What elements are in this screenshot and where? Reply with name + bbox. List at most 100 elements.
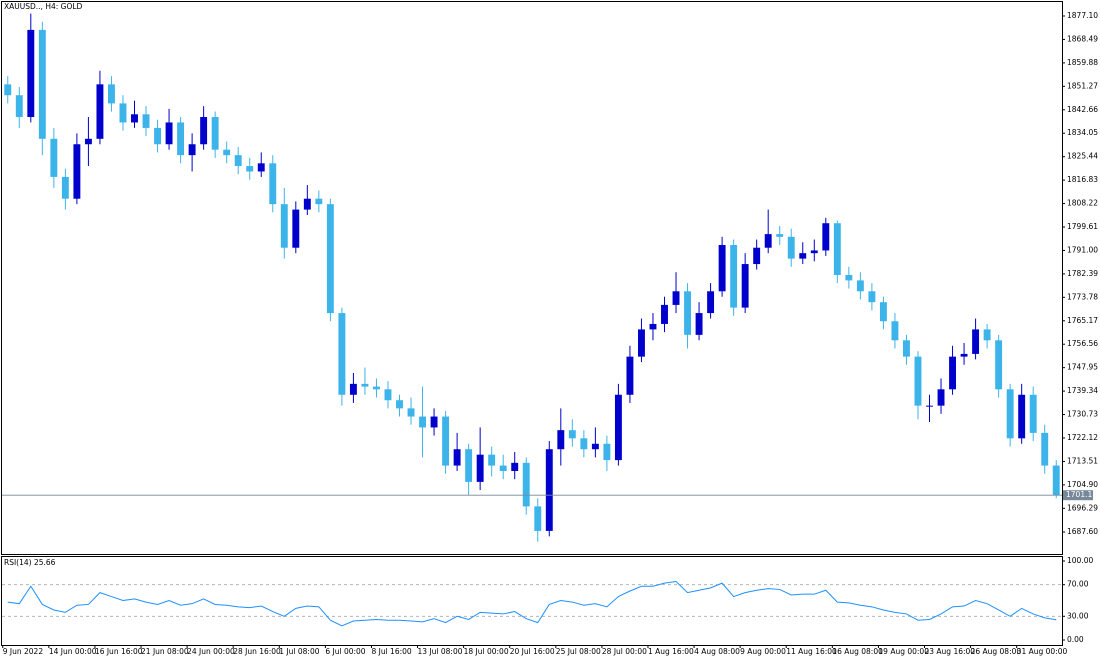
candle-body bbox=[534, 506, 542, 531]
x-tick-label: 31 Aug 00:00 bbox=[1017, 647, 1068, 656]
candle-body bbox=[361, 383, 369, 387]
y-tick-label: 1808.22 bbox=[1067, 199, 1098, 208]
candle-body bbox=[269, 163, 277, 205]
x-tick-label: 9 Jun 2022 bbox=[3, 647, 44, 656]
candle-body bbox=[603, 443, 611, 461]
candle-body bbox=[384, 389, 392, 401]
x-tick-label: 25 Jul 08:00 bbox=[556, 647, 601, 656]
candle-body bbox=[822, 223, 830, 251]
candle-body bbox=[465, 449, 473, 482]
rsi-line bbox=[7, 581, 1057, 627]
candle-body bbox=[38, 29, 46, 139]
candle-body bbox=[764, 234, 772, 248]
candle-body bbox=[856, 280, 864, 292]
candle-body bbox=[292, 209, 300, 248]
candle-body bbox=[73, 144, 81, 199]
candle-body bbox=[453, 449, 461, 466]
y-tick-label: 1730.73 bbox=[1067, 410, 1098, 419]
candle-body bbox=[234, 155, 242, 167]
candle-body bbox=[50, 138, 58, 177]
candle-body bbox=[937, 389, 945, 406]
candle-body bbox=[338, 313, 346, 395]
candle-body bbox=[1006, 389, 1014, 439]
candle-body bbox=[741, 264, 749, 308]
candle-body bbox=[545, 449, 553, 531]
y-tick-label: 1696.29 bbox=[1067, 503, 1098, 512]
candle-body bbox=[119, 103, 127, 123]
y-tick-label: 1722.12 bbox=[1067, 433, 1098, 442]
y-tick-label: 1773.78 bbox=[1067, 292, 1098, 301]
candle-body bbox=[61, 176, 69, 199]
candle-body bbox=[730, 244, 738, 308]
y-tick-label: 1825.44 bbox=[1067, 152, 1098, 161]
last-price-box bbox=[1063, 490, 1093, 501]
x-tick-label: 23 Aug 16:00 bbox=[925, 647, 976, 656]
candle-body bbox=[626, 356, 634, 395]
x-tick-label: 26 Aug 08:00 bbox=[971, 647, 1022, 656]
candle-body bbox=[914, 356, 922, 406]
y-tick-label: 1859.88 bbox=[1067, 58, 1098, 67]
rsi-panel bbox=[1, 556, 1063, 646]
rsi-title: RSI(14) 25.66 bbox=[4, 558, 56, 567]
candle-body bbox=[27, 29, 35, 118]
candle-body bbox=[799, 253, 807, 259]
candle-body bbox=[200, 117, 208, 145]
y-tick-label: 1713.51 bbox=[1067, 456, 1098, 465]
x-tick-label: 4 Aug 08:00 bbox=[694, 647, 740, 656]
candle-body bbox=[15, 95, 23, 118]
x-tick-label: 16 Aug 08:00 bbox=[832, 647, 883, 656]
candle-body bbox=[188, 144, 196, 156]
candle-body bbox=[223, 149, 231, 156]
candle-body bbox=[1029, 394, 1037, 433]
candle-body bbox=[499, 465, 507, 472]
y-tick-label: 1739.34 bbox=[1067, 386, 1098, 395]
candle-body bbox=[131, 114, 138, 123]
candle-body bbox=[591, 443, 599, 450]
x-tick-label: 21 Jun 08:00 bbox=[141, 647, 189, 656]
candle-body bbox=[649, 323, 657, 330]
candle-body bbox=[903, 340, 910, 357]
candle-body bbox=[926, 405, 933, 407]
candle-body bbox=[718, 244, 726, 292]
y-tick-label: 1747.95 bbox=[1067, 363, 1098, 372]
y-tick-label: 0.00 bbox=[1067, 635, 1084, 644]
candle-body bbox=[522, 462, 530, 507]
candle-body bbox=[315, 198, 323, 205]
x-tick-label: 13 Jul 08:00 bbox=[418, 647, 463, 656]
x-tick-label: 28 Jun 16:00 bbox=[233, 647, 281, 656]
y-tick-label: 1765.17 bbox=[1067, 316, 1098, 325]
y-tick-label: 1704.90 bbox=[1067, 480, 1098, 489]
y-tick-label: 1816.83 bbox=[1067, 175, 1098, 184]
candle-body bbox=[246, 166, 254, 172]
x-tick-label: 11 Aug 16:00 bbox=[786, 647, 837, 656]
candle-body bbox=[879, 302, 887, 322]
last-price-label: 1701.11 bbox=[1066, 490, 1097, 499]
y-tick-label: 1842.66 bbox=[1067, 105, 1098, 114]
x-tick-label: 18 Jul 00:00 bbox=[464, 647, 509, 656]
chart-title: XAUUSD.., H4: GOLD bbox=[4, 2, 83, 11]
y-tick-label: 30.00 bbox=[1067, 611, 1089, 620]
candle-body bbox=[949, 356, 956, 390]
candle-body bbox=[488, 454, 496, 466]
x-tick-label: 24 Jun 00:00 bbox=[187, 647, 235, 656]
x-tick-label: 9 Aug 00:00 bbox=[740, 647, 786, 656]
candle-body bbox=[1052, 465, 1060, 496]
candle-body bbox=[373, 386, 380, 390]
candle-body bbox=[557, 430, 565, 450]
y-tick-label: 100.00 bbox=[1067, 556, 1093, 565]
candle-body bbox=[960, 353, 968, 357]
x-tick-label: 1 Aug 16:00 bbox=[648, 647, 694, 656]
candle-body bbox=[177, 122, 185, 156]
candle-body bbox=[672, 291, 680, 305]
candle-body bbox=[753, 247, 761, 265]
candle-body bbox=[257, 163, 265, 172]
candle-body bbox=[638, 329, 645, 357]
y-tick-label: 1834.05 bbox=[1067, 128, 1098, 137]
candle-body bbox=[661, 304, 668, 324]
candle-body bbox=[614, 394, 622, 461]
y-tick-label: 1687.60 bbox=[1067, 527, 1098, 536]
candle-body bbox=[580, 438, 588, 450]
candle-body bbox=[430, 416, 438, 428]
candle-body bbox=[995, 340, 1003, 390]
